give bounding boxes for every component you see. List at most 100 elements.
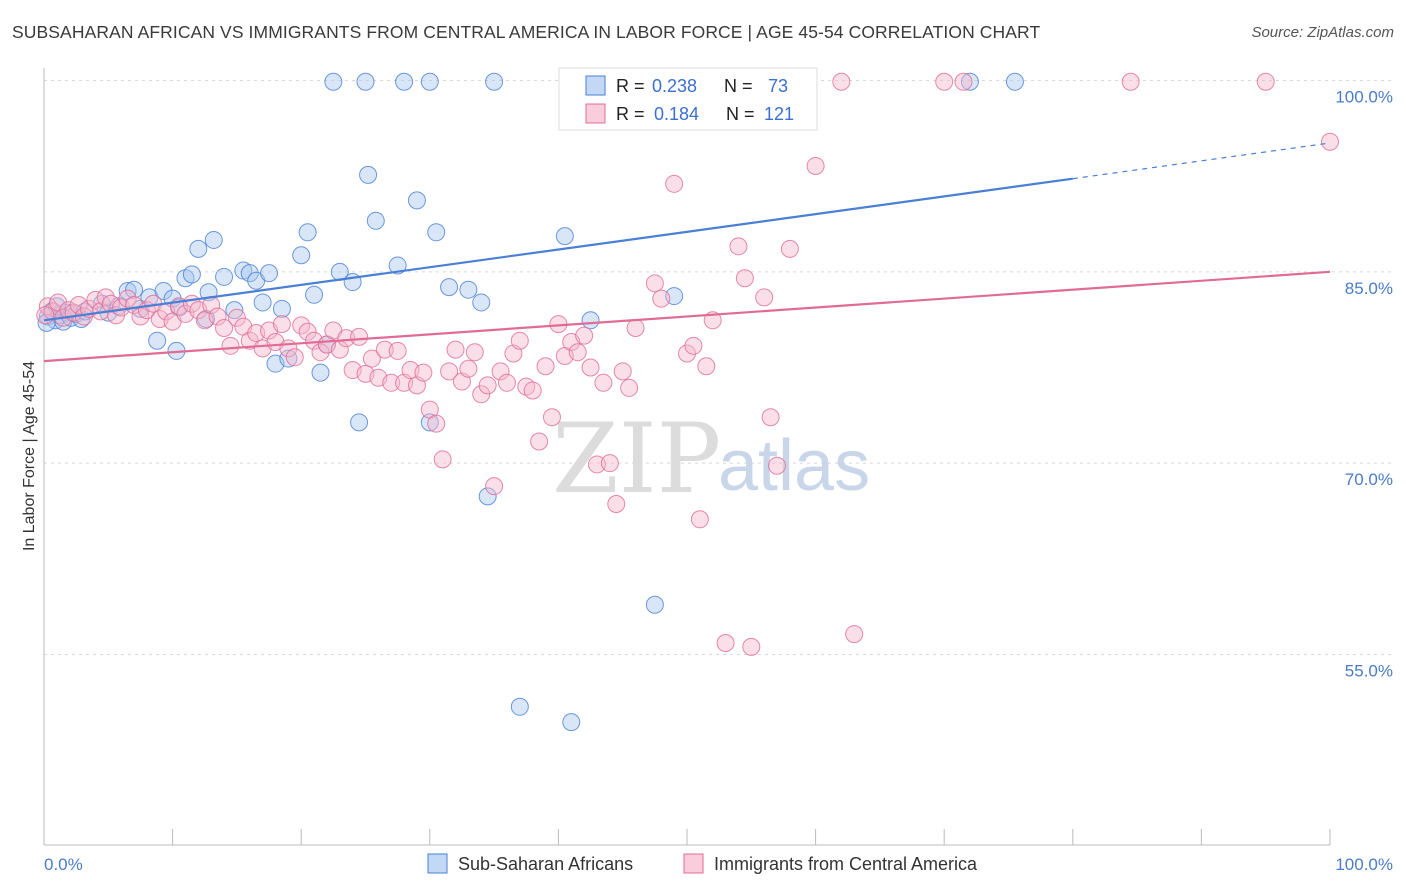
pink-point-32	[227, 308, 246, 327]
pink-point-69	[465, 343, 484, 362]
pink-point-31	[221, 336, 240, 355]
blue-point-47	[350, 413, 369, 432]
pink-point-70	[472, 385, 491, 404]
y-tick-label-100: 100.0%	[1335, 88, 1393, 107]
pink-point-87	[581, 358, 600, 377]
blue-point-43	[324, 72, 343, 91]
blue-point-57	[459, 280, 478, 299]
pink-point-88	[587, 455, 606, 474]
pink-point-111	[780, 239, 799, 258]
bottom-legend-swatch-blue	[427, 853, 448, 874]
legend-r-label-2: R =	[616, 104, 645, 124]
legend-n-label-1: N =	[724, 76, 753, 96]
pink-point-51	[350, 327, 369, 346]
pink-point-92	[613, 362, 632, 381]
pink-point-85	[568, 343, 587, 362]
blue-point-23	[182, 265, 201, 284]
blue-point-17	[148, 331, 167, 350]
pink-point-15	[118, 289, 137, 308]
pink-point-42	[292, 316, 311, 335]
blue-point-66	[645, 595, 664, 614]
y-tick-label-55: 55.0%	[1345, 662, 1393, 681]
pink-point-108	[755, 288, 774, 307]
y-tick-label-70: 70.0%	[1345, 470, 1393, 489]
pink-point-112	[806, 156, 825, 175]
pink-point-53	[362, 349, 381, 368]
pink-point-91	[607, 494, 626, 513]
blue-point-60	[478, 487, 497, 506]
blue-point-46	[356, 72, 375, 91]
pink-point-97	[652, 289, 671, 308]
blue-point-14	[125, 280, 144, 299]
pink-point-55	[375, 340, 394, 359]
pink-point-79	[530, 432, 549, 451]
grid-lines	[44, 80, 1393, 655]
pink-point-117	[1121, 72, 1140, 91]
pink-point-41	[285, 348, 304, 367]
blue-point-39	[298, 223, 317, 242]
chart-title: SUBSAHARAN AFRICAN VS IMMIGRANTS FROM CE…	[12, 22, 1041, 42]
pink-point-105	[729, 237, 748, 256]
pink-point-6	[69, 295, 88, 314]
blue-point-48	[359, 165, 378, 184]
legend-n-label-2: N =	[726, 104, 755, 124]
pink-point-57	[388, 341, 407, 360]
legend-r-label-1: R =	[616, 76, 645, 96]
blue-point-52	[407, 191, 426, 210]
watermark-zip: ZIP	[552, 403, 721, 515]
blue-point-69	[960, 72, 979, 91]
pink-point-76	[510, 331, 529, 350]
pink-point-89	[594, 373, 613, 392]
series-sub-saharan-africans	[37, 72, 1024, 732]
legend-r-value-2: 0.184	[654, 104, 699, 124]
series-immigrants-central-america	[36, 72, 1339, 656]
bottom-legend: Sub-Saharan Africans Immigrants from Cen…	[427, 853, 978, 874]
blue-point-24	[189, 239, 208, 258]
pink-point-118	[1256, 72, 1275, 91]
blue-point-70	[1005, 72, 1024, 91]
blue-point-56	[440, 278, 459, 297]
bottom-legend-swatch-pink	[683, 853, 704, 874]
blue-point-58	[485, 72, 504, 91]
blue-point-18	[154, 281, 173, 300]
pink-point-72	[485, 477, 504, 496]
pink-point-63	[427, 414, 446, 433]
x-tick-label-right: 100.0%	[1335, 855, 1393, 874]
blue-point-51	[388, 256, 407, 275]
blue-point-62	[555, 227, 574, 246]
pink-point-56	[382, 373, 401, 392]
trend-line-pink	[43, 270, 1331, 363]
blue-point-33	[253, 293, 272, 312]
pink-point-101	[690, 510, 709, 529]
pink-point-73	[491, 362, 510, 381]
blue-point-64	[581, 311, 600, 330]
legend-n-value-2: 121	[764, 104, 794, 124]
legend-swatch-pink	[585, 103, 606, 124]
pink-point-64	[433, 450, 452, 469]
blue-point-34	[260, 264, 279, 283]
bottom-legend-label-pink: Immigrants from Central America	[714, 854, 978, 874]
pink-point-86	[575, 326, 594, 345]
watermark: ZIP atlas	[552, 403, 870, 515]
pink-point-106	[735, 269, 754, 288]
pink-point-94	[626, 318, 645, 337]
pink-point-4	[59, 301, 78, 320]
pink-point-114	[845, 625, 864, 644]
pink-point-107	[742, 637, 761, 656]
legend-swatch-blue	[585, 75, 606, 96]
blue-point-63	[562, 713, 581, 732]
watermark-atlas: atlas	[718, 426, 870, 506]
blue-point-31	[240, 264, 259, 283]
y-tick-label-85: 85.0%	[1345, 279, 1393, 298]
pink-point-96	[645, 274, 664, 293]
blue-point-50	[395, 72, 414, 91]
pink-point-9	[86, 290, 105, 309]
legend-box: R = 0.238 N = 73 R = 0.184 N = 121	[558, 67, 818, 131]
pink-point-65	[440, 362, 459, 381]
pink-point-119	[1321, 132, 1339, 151]
pink-point-102	[697, 357, 716, 376]
y-axis-title: In Labor Force | Age 45-54	[21, 361, 38, 551]
blue-point-40	[305, 285, 324, 304]
pink-point-115	[935, 72, 954, 91]
